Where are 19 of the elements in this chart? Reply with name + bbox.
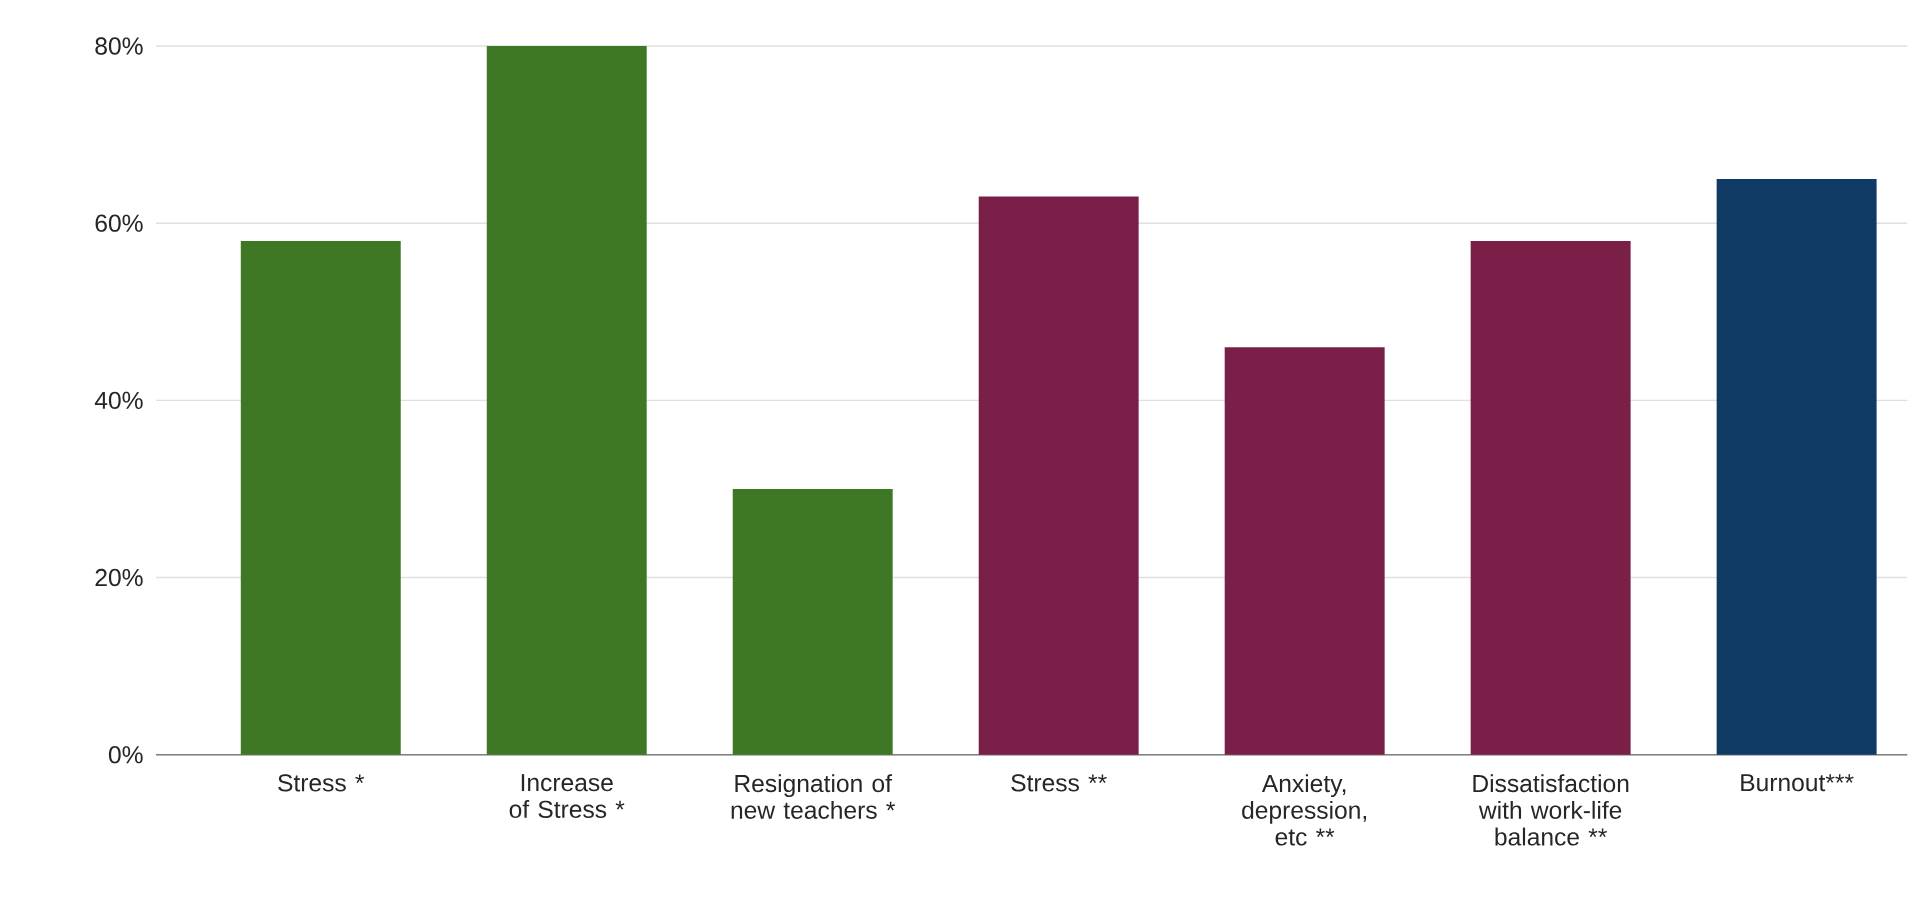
bar bbox=[1224, 347, 1385, 755]
bar bbox=[732, 489, 893, 755]
x-tick-label: Dissatisfaction with work-life balance ** bbox=[1473, 774, 1629, 846]
y-tick-label: 80% bbox=[95, 37, 143, 55]
x-tick-label: Stress ** bbox=[1011, 774, 1107, 792]
bar bbox=[978, 196, 1139, 755]
x-tick-label: Increase of Stress * bbox=[509, 774, 625, 819]
x-tick-label: Stress * bbox=[278, 774, 365, 792]
y-tick-label: 20% bbox=[95, 569, 143, 587]
bar bbox=[240, 241, 401, 755]
bar bbox=[1716, 179, 1877, 755]
bar bbox=[1470, 241, 1631, 755]
x-tick-label: Burnout*** bbox=[1741, 774, 1854, 792]
x-tick-label: Resignation of new teachers * bbox=[731, 774, 895, 820]
x-tick-label: Anxiety, depression, etc ** bbox=[1242, 774, 1367, 846]
y-tick-label: 60% bbox=[95, 214, 143, 233]
bar bbox=[486, 46, 647, 755]
y-tick-label: 40% bbox=[94, 391, 143, 410]
y-tick-label: 0% bbox=[108, 746, 143, 764]
